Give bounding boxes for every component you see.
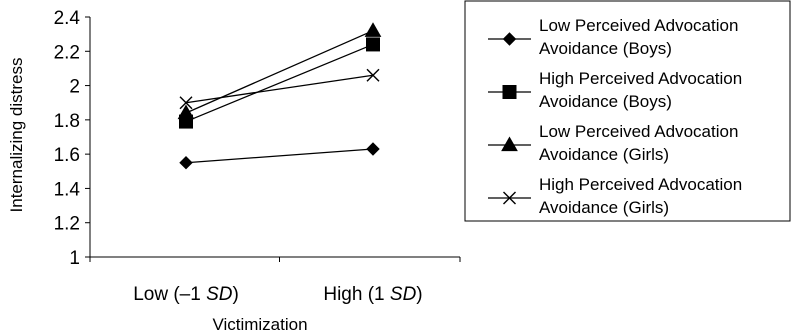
legend-marker-triangle	[501, 136, 518, 152]
legend: Low Perceived Advocation Avoidance (Boys)…	[464, 0, 791, 222]
y-tick-label: 2.2	[54, 42, 80, 63]
y-tick-label: 1.6	[54, 145, 80, 166]
data-point-square	[366, 37, 380, 52]
y-tick-label: 1.4	[54, 179, 81, 200]
legend-item: High Perceived Advocation Avoidance (Girl…	[488, 175, 742, 217]
data-point-x	[366, 68, 380, 82]
legend-item: High Perceived Advocation Avoidance (Boys…	[488, 69, 742, 111]
legend-marker-x	[503, 191, 516, 205]
axes	[89, 17, 460, 258]
x-tick-label: High (1 SD)	[323, 284, 422, 305]
series-triangle	[177, 22, 382, 120]
data-point-triangle	[364, 22, 382, 37]
legend-label: High Perceived Advocation	[539, 175, 742, 194]
series-line	[185, 74, 374, 104]
data-point-triangle	[177, 104, 195, 120]
series-square	[179, 37, 380, 129]
legend-label: High Perceived Advocation	[539, 69, 742, 88]
series-diamond	[179, 142, 380, 170]
y-axis-title: Internalizing distress	[7, 58, 26, 213]
series-line	[185, 148, 374, 164]
legend-label: Low Perceived Advocation	[539, 122, 738, 141]
legend-label: Avoidance (Girls)	[539, 198, 669, 217]
y-axis-ticks: 1 1.2 1.4 1.6 1.8 2 2.2 2.4	[54, 8, 90, 269]
series-x	[179, 68, 380, 110]
legend-label: Avoidance (Boys)	[539, 39, 672, 58]
legend-item: Low Perceived Advocation Avoidance (Girls…	[488, 122, 738, 164]
plot-series	[177, 22, 382, 170]
y-tick-label: 2	[69, 77, 80, 98]
legend-item: Low Perceived Advocation Avoidance (Boys)	[488, 16, 738, 58]
y-tick-label: 1	[69, 248, 80, 269]
y-tick-label: 1.8	[54, 111, 80, 132]
legend-label: Avoidance (Boys)	[539, 92, 672, 111]
x-axis-title: Victimization	[212, 315, 307, 334]
x-axis-ticks: Low (–1 SD) High (1 SD)	[89, 257, 461, 305]
y-tick-label: 2.4	[54, 8, 81, 29]
x-tick-label: Low (–1 SD)	[133, 284, 239, 305]
legend-box	[464, 0, 791, 222]
legend-label: Avoidance (Girls)	[539, 145, 669, 164]
y-tick-label: 1.2	[54, 214, 80, 235]
legend-marker-diamond	[502, 32, 517, 46]
data-point-diamond	[179, 156, 193, 170]
legend-marker-square	[502, 85, 517, 99]
legend-label: Low Perceived Advocation	[539, 16, 738, 35]
series-line	[185, 43, 374, 123]
data-point-diamond	[366, 142, 380, 156]
data-point-x	[179, 96, 193, 110]
series-line	[185, 30, 374, 114]
